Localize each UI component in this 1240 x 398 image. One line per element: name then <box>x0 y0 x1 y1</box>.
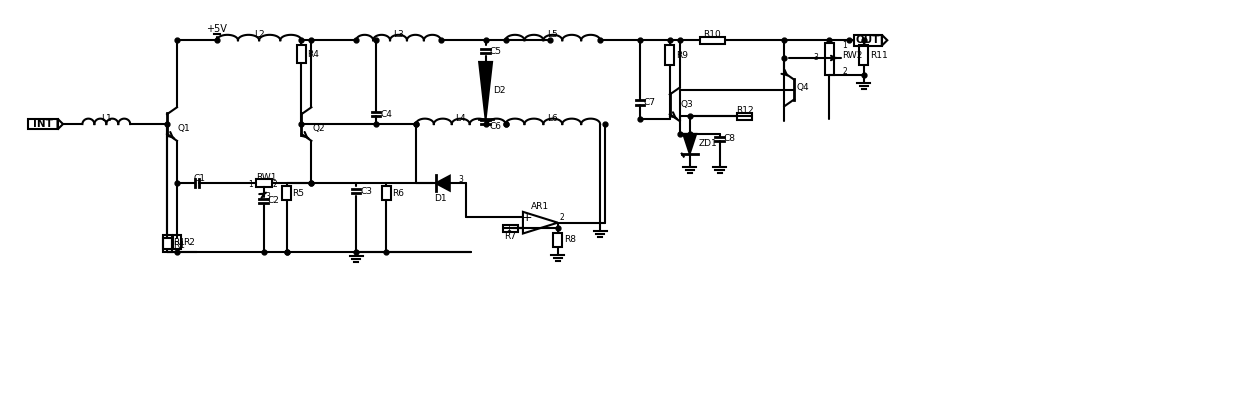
Text: C1: C1 <box>193 174 206 183</box>
Text: R11: R11 <box>870 51 888 60</box>
Text: −: − <box>522 222 532 234</box>
Bar <box>553 233 562 247</box>
Text: R8: R8 <box>564 236 575 244</box>
Text: R12: R12 <box>735 106 753 115</box>
Text: Q4: Q4 <box>796 83 808 92</box>
Text: C4: C4 <box>381 110 392 119</box>
Text: C3: C3 <box>360 187 372 195</box>
Bar <box>699 37 724 44</box>
Bar <box>255 179 272 187</box>
Text: L2: L2 <box>254 30 264 39</box>
Bar <box>281 186 291 200</box>
Text: L1: L1 <box>100 114 112 123</box>
Text: R1: R1 <box>174 238 185 247</box>
Text: 2: 2 <box>842 67 847 76</box>
Text: 1: 1 <box>506 224 511 232</box>
Text: 3: 3 <box>265 191 270 201</box>
Bar <box>172 236 181 249</box>
Text: C8: C8 <box>723 135 735 143</box>
Text: R7: R7 <box>505 232 517 242</box>
Text: AR1: AR1 <box>531 203 549 211</box>
Text: C7: C7 <box>644 98 656 107</box>
Text: R4: R4 <box>308 50 319 59</box>
Polygon shape <box>435 176 450 191</box>
Bar <box>666 45 675 65</box>
Text: R6: R6 <box>392 189 404 197</box>
Polygon shape <box>479 62 492 119</box>
Text: RW1: RW1 <box>255 173 277 182</box>
Text: L5: L5 <box>547 30 558 39</box>
Bar <box>162 238 171 252</box>
Text: C2: C2 <box>268 197 279 205</box>
Text: R10: R10 <box>703 30 720 39</box>
Bar <box>859 45 868 65</box>
Text: L3: L3 <box>393 30 404 39</box>
Text: 3: 3 <box>459 175 464 184</box>
Text: R2: R2 <box>184 238 195 247</box>
Bar <box>296 45 306 63</box>
Text: D1: D1 <box>434 193 448 203</box>
Text: C5: C5 <box>490 47 502 56</box>
Text: 2: 2 <box>272 180 277 189</box>
Text: R5: R5 <box>293 189 305 197</box>
Polygon shape <box>683 134 696 154</box>
Bar <box>382 186 391 200</box>
Text: RW2: RW2 <box>842 51 862 60</box>
Text: R9: R9 <box>676 51 688 60</box>
Bar <box>854 35 882 46</box>
Text: D2: D2 <box>494 86 506 95</box>
Text: 1: 1 <box>842 41 847 50</box>
Text: Q1: Q1 <box>179 125 191 133</box>
Text: OUT: OUT <box>856 35 880 45</box>
Text: +5V: +5V <box>206 24 227 34</box>
Text: R1: R1 <box>174 241 185 250</box>
Text: L6: L6 <box>547 114 558 123</box>
Bar <box>737 113 751 120</box>
Bar <box>825 43 833 75</box>
Bar <box>503 224 518 232</box>
Bar <box>162 236 171 249</box>
Text: C6: C6 <box>490 122 502 131</box>
Text: Q3: Q3 <box>681 100 693 109</box>
Text: +: + <box>522 211 532 224</box>
Text: Q2: Q2 <box>312 125 325 133</box>
Text: 3: 3 <box>813 53 818 62</box>
Text: 2: 2 <box>559 213 564 222</box>
Text: INT: INT <box>32 119 52 129</box>
Bar <box>27 119 57 129</box>
Text: ZD1: ZD1 <box>698 139 718 148</box>
Text: 1: 1 <box>248 180 253 189</box>
Text: L4: L4 <box>455 114 466 123</box>
